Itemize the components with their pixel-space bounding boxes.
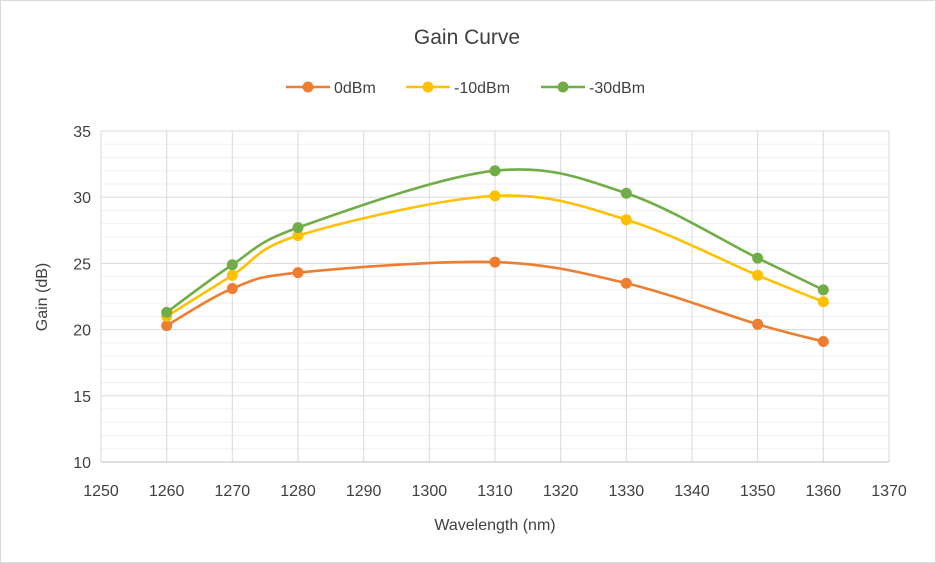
y-tick-label: 15 [73, 389, 91, 406]
data-point-0dBm [620, 277, 632, 289]
y-tick-label: 25 [73, 256, 91, 273]
data-point-0dBm [292, 267, 304, 279]
x-tick-label: 1330 [609, 483, 645, 500]
data-point--10dBm [620, 214, 632, 226]
x-tick-label: 1340 [674, 483, 710, 500]
x-tick-label: 1290 [346, 483, 382, 500]
x-axis-label: Wavelength (nm) [434, 517, 555, 534]
legend-label: 0dBm [334, 80, 376, 97]
data-point--10dBm [817, 296, 829, 308]
legend-marker-0dBm [302, 81, 314, 93]
chart-title: Gain Curve [414, 26, 520, 49]
y-axis-label: Gain (dB) [34, 263, 51, 331]
data-point-0dBm [817, 336, 829, 348]
x-tick-label: 1250 [83, 483, 119, 500]
data-point--30dBm [489, 165, 501, 177]
x-tick-label: 1280 [280, 483, 316, 500]
data-point--10dBm [292, 230, 304, 242]
x-tick-label: 1350 [740, 483, 776, 500]
data-point--30dBm [620, 187, 632, 199]
data-point--30dBm [817, 284, 829, 296]
y-tick-label: 35 [73, 124, 91, 141]
data-point--30dBm [752, 252, 764, 264]
data-point-0dBm [226, 283, 238, 295]
x-tick-label: 1370 [871, 483, 907, 500]
data-point--30dBm [161, 306, 173, 318]
legend-label: -10dBm [454, 80, 510, 97]
x-tick-label: 1260 [149, 483, 185, 500]
x-tick-label: 1300 [412, 483, 448, 500]
data-point--10dBm [226, 269, 238, 281]
data-point--10dBm [489, 190, 501, 202]
x-tick-label: 1270 [215, 483, 251, 500]
y-tick-label: 30 [73, 190, 91, 207]
data-point-0dBm [489, 256, 501, 268]
data-point-0dBm [161, 320, 173, 332]
y-tick-label: 10 [73, 455, 91, 472]
data-point--30dBm [292, 222, 304, 234]
x-tick-label: 1360 [806, 483, 842, 500]
data-point-0dBm [752, 318, 764, 330]
legend-marker--10dBm [422, 81, 434, 93]
data-point--10dBm [752, 269, 764, 281]
x-tick-label: 1310 [477, 483, 513, 500]
y-tick-label: 20 [73, 323, 91, 340]
legend-marker--30dBm [557, 81, 569, 93]
legend-label: -30dBm [589, 80, 645, 97]
data-point--30dBm [226, 259, 238, 271]
x-tick-label: 1320 [543, 483, 579, 500]
